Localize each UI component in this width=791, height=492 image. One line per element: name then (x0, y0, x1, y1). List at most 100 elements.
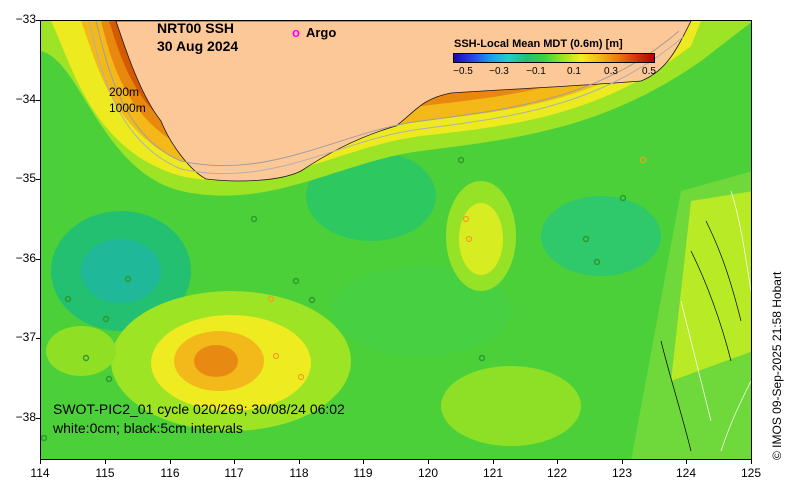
lon-tickmark (299, 459, 300, 464)
warm-eddy-center-core (459, 203, 503, 275)
swot-contour-1 (705, 220, 742, 322)
argo-floats-warm (267, 156, 647, 381)
title-product: NRT00 SSH (157, 20, 235, 36)
lon-tickmark (105, 459, 106, 464)
contour-200m (95, 21, 680, 167)
colorbar-tick: 0.1 (567, 66, 581, 77)
lon-tick-label: 122 (546, 466, 568, 480)
argo-float (639, 156, 647, 164)
lon-tickmark (622, 459, 623, 464)
swot-caption: SWOT-PIC2_01 cycle 020/269; 30/08/24 06:… (53, 400, 345, 438)
lon-tick-label: 123 (611, 466, 633, 480)
lat-tickmark (36, 100, 40, 101)
lon-tickmark (170, 459, 171, 464)
lon-tickmark (557, 459, 558, 464)
map-canvas (40, 20, 752, 460)
cool-patch-center (306, 151, 436, 241)
contour-label-200m: 200m (109, 85, 140, 99)
cool-eddy-west-core (81, 239, 161, 303)
cool-patch-east (541, 196, 661, 276)
lat-tickmark (36, 20, 40, 21)
argo-float (619, 194, 627, 202)
lon-tickmark (686, 459, 687, 464)
lon-tick-label: 118 (289, 466, 309, 480)
lat-tickmark (36, 179, 40, 180)
swot-contour-2 (690, 250, 732, 362)
argo-float (593, 258, 601, 266)
argo-float (41, 434, 48, 442)
lat-tickmark (36, 418, 40, 419)
argo-float (272, 352, 280, 360)
colorbar-legend: SSH-Local Mean MDT (0.6m) [m] −0.5 −0.3 … (450, 38, 664, 77)
colorbar-tick: 0.5 (642, 66, 656, 77)
argo-label: Argo (305, 25, 337, 40)
lat-tick-label: −33 (15, 12, 36, 26)
argo-float (82, 354, 90, 362)
swot-contour-3 (680, 300, 712, 422)
colorbar-tick: −0.3 (489, 66, 509, 77)
lon-tick-label: 114 (30, 466, 50, 480)
map-title: NRT00 SSH 30 Aug 2024 (157, 19, 238, 55)
ssh-map (41, 21, 751, 459)
argo-float (478, 354, 486, 362)
contour-1000m (88, 21, 684, 175)
lon-tickmark (234, 459, 235, 464)
swot-contour-6 (720, 380, 751, 452)
lon-tick-label: 125 (740, 466, 762, 480)
lon-tickmark (428, 459, 429, 464)
colorbar-ticks: −0.5 −0.3 −0.1 0.1 0.3 0.5 (450, 63, 664, 77)
argo-float (105, 375, 113, 383)
argo-float (292, 277, 300, 285)
lat-tickmark (36, 338, 40, 339)
lat-tick-label: −35 (15, 171, 36, 185)
warm-patch-s (441, 366, 581, 446)
lat-tick-label: −37 (15, 330, 36, 344)
argo-float (267, 295, 275, 303)
contour-label-1000m: 1000m (109, 101, 146, 115)
credit-text: © IMOS 09-Sep-2025 21:58 Hobart (770, 271, 784, 460)
lon-tick-label: 124 (675, 466, 697, 480)
lon-tick-label: 120 (417, 466, 439, 480)
lon-tick-label: 119 (353, 466, 373, 480)
contour-labels: 200m 1000m (109, 84, 146, 116)
argo-marker-icon: o (292, 25, 300, 40)
argo-float (297, 373, 305, 381)
argo-float (102, 315, 110, 323)
lat-tick-label: −38 (15, 410, 36, 424)
lon-tick-label: 116 (160, 466, 180, 480)
lat-tick-label: −36 (15, 251, 36, 265)
lon-tickmark (493, 459, 494, 464)
argo-float (582, 235, 590, 243)
argo-float (465, 235, 473, 243)
argo-legend: o Argo (292, 25, 336, 40)
title-date: 30 Aug 2024 (157, 38, 239, 54)
swot-caption-line1: SWOT-PIC2_01 cycle 020/269; 30/08/24 06:… (53, 401, 345, 417)
argo-float (124, 275, 132, 283)
colorbar-tick: −0.5 (453, 66, 473, 77)
swot-contour-4 (660, 340, 692, 452)
swot-contour-5 (730, 190, 751, 292)
warm-eddy-south-core (194, 345, 238, 377)
mid-patch (331, 266, 511, 356)
argo-float (64, 295, 72, 303)
lon-tickmark (40, 459, 41, 464)
argo-float (462, 215, 470, 223)
colorbar-tick: −0.1 (526, 66, 546, 77)
argo-float (457, 156, 465, 164)
lon-tick-label: 117 (224, 466, 244, 480)
lat-tick-label: −34 (15, 92, 36, 106)
argo-floats (41, 156, 627, 442)
warm-patch-sw (46, 326, 116, 376)
lon-tick-label: 115 (95, 466, 115, 480)
lon-tickmark (751, 459, 752, 464)
argo-float (308, 296, 316, 304)
swot-caption-line2: white:0cm; black:5cm intervals (53, 420, 243, 436)
colorbar (453, 53, 655, 63)
lat-tickmark (36, 259, 40, 260)
colorbar-title: SSH-Local Mean MDT (0.6m) [m] (454, 38, 623, 50)
swot-swath-warm (671, 191, 751, 381)
lon-tickmark (363, 459, 364, 464)
argo-float (250, 215, 258, 223)
lon-tick-label: 121 (482, 466, 504, 480)
colorbar-tick: 0.3 (604, 66, 618, 77)
